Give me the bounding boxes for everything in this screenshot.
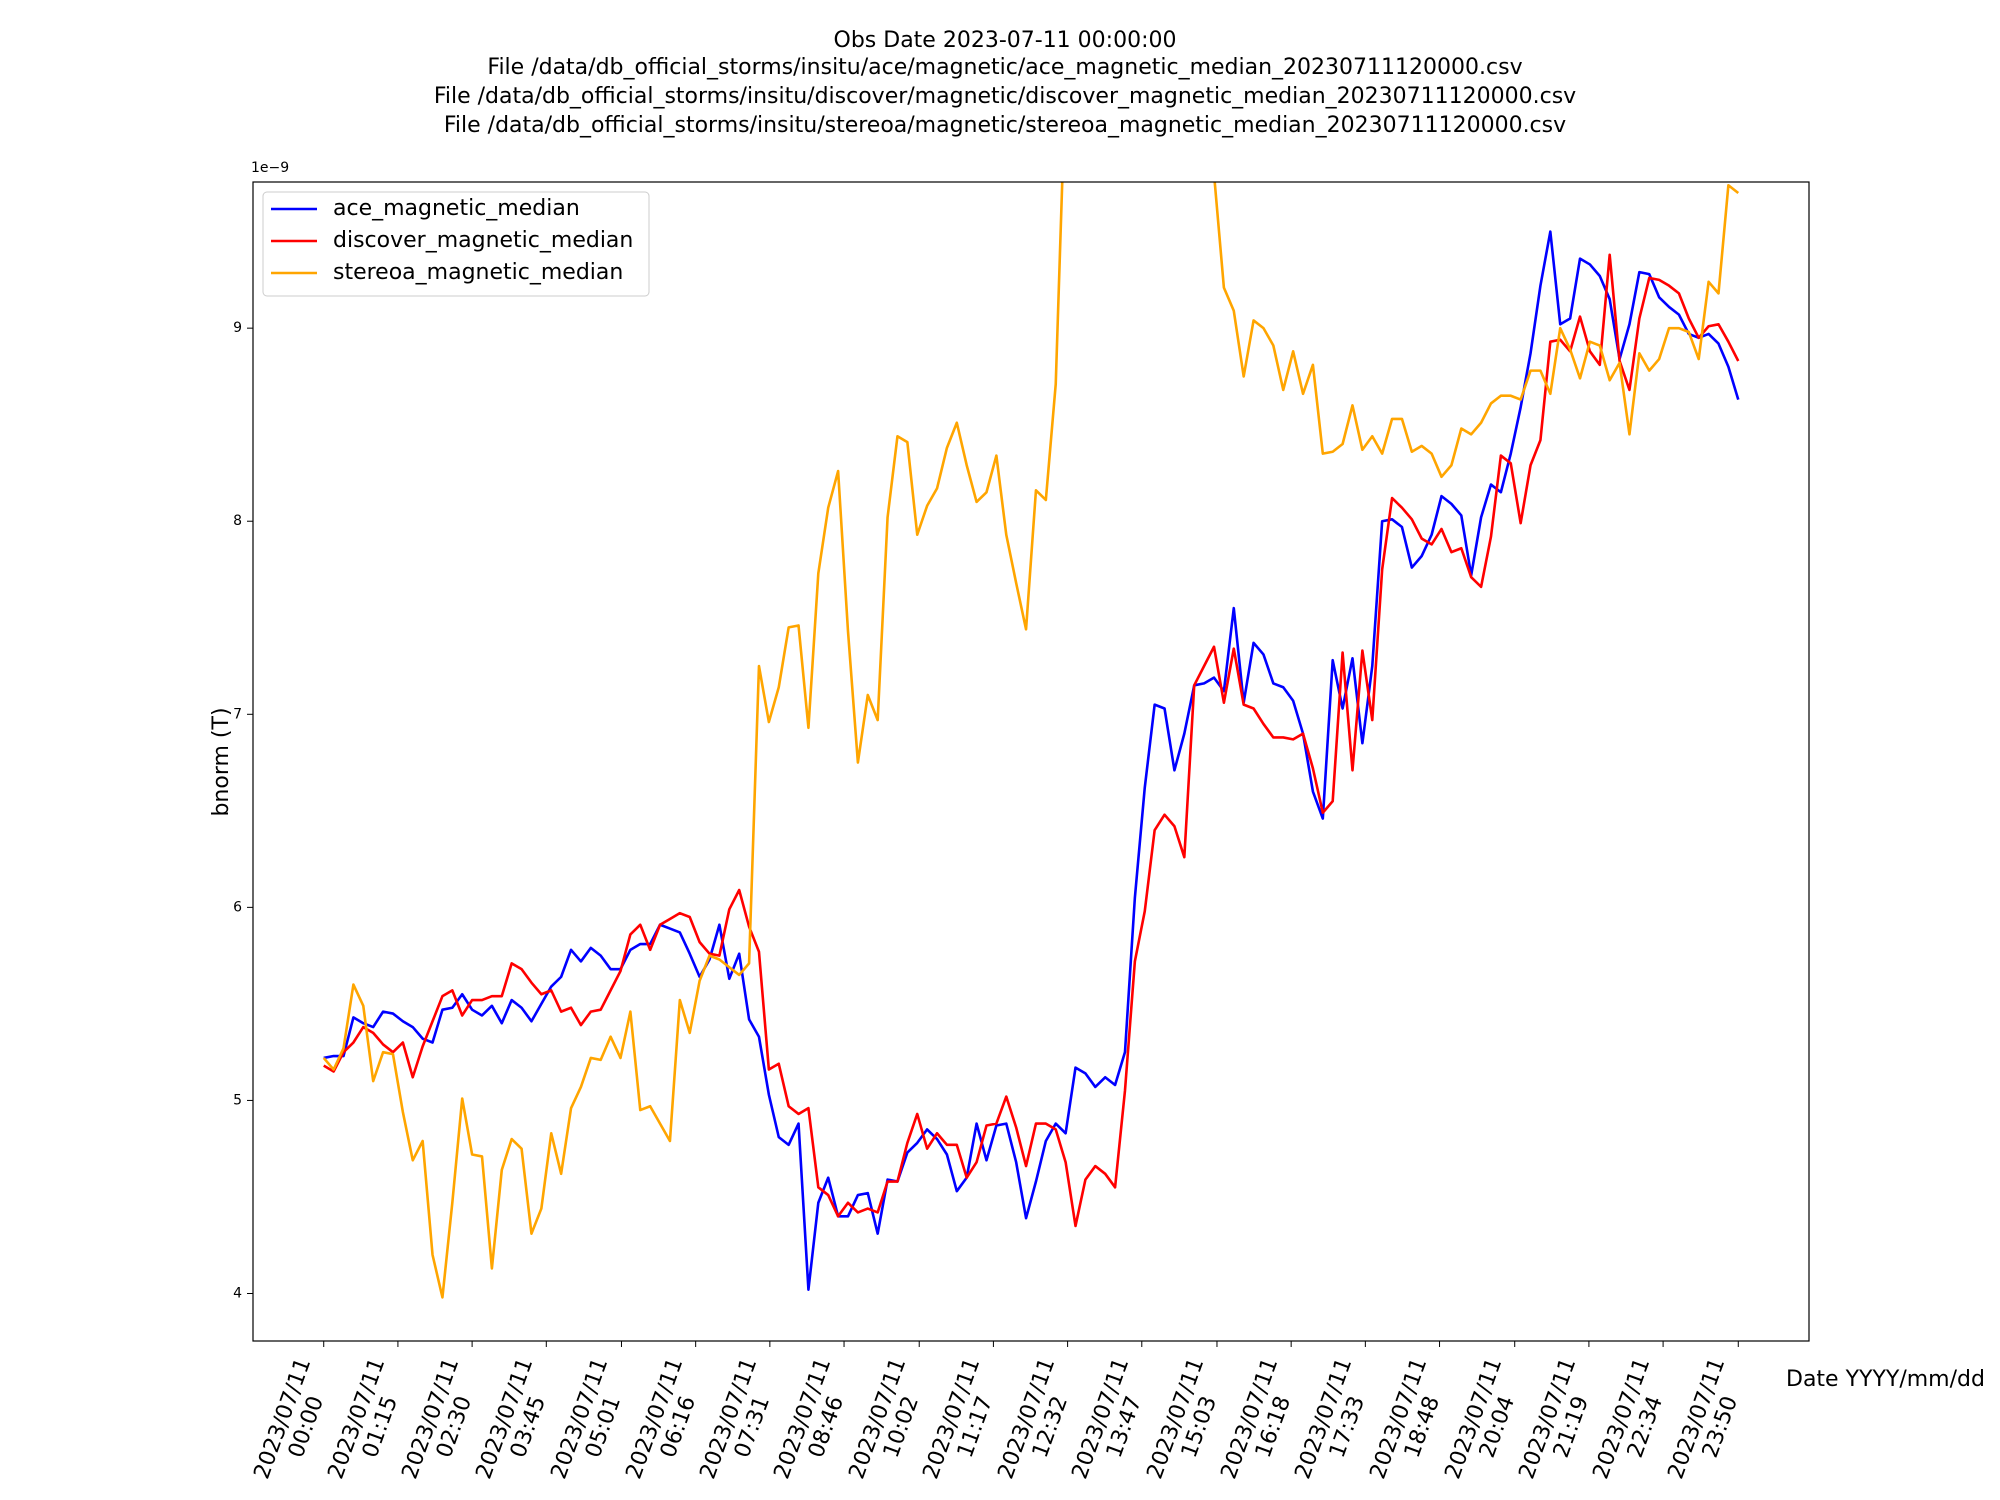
legend-label: ace_magnetic_median (333, 196, 580, 221)
y-tick-label: 8 (233, 513, 242, 529)
x-axis-label: Date YYYY/mm/dd (1786, 1367, 1985, 1392)
data-line (323, 230, 1740, 1291)
series-group (322, 182, 1740, 1299)
title-line: File /data/db_official_storms/insitu/dis… (434, 84, 1576, 109)
series-group (323, 230, 1740, 1291)
title-line: Obs Date 2023-07-11 00:00:00 (834, 28, 1177, 53)
y-tick-label: 4 (233, 1286, 242, 1302)
y-tick-label: 6 (233, 899, 242, 915)
legend-label: discover_magnetic_median (333, 228, 633, 253)
title-line: File /data/db_official_storms/insitu/ste… (444, 113, 1566, 138)
y-tick-label: 9 (233, 320, 242, 336)
data-line (323, 253, 1740, 1228)
legend-box (262, 191, 650, 297)
axes-frame (252, 181, 1810, 1342)
y-tick-label: 5 (233, 1092, 242, 1108)
y-tick-label: 7 (233, 706, 242, 722)
y-axis-label: bnorm (T) (209, 707, 234, 816)
legend-label: stereoa_magnetic_median (333, 260, 623, 285)
series-group (323, 253, 1740, 1228)
title-line: File /data/db_official_storms/insitu/ace… (487, 55, 1522, 80)
data-line (322, 182, 1740, 1299)
y-offset-text: 1e−9 (251, 160, 289, 176)
